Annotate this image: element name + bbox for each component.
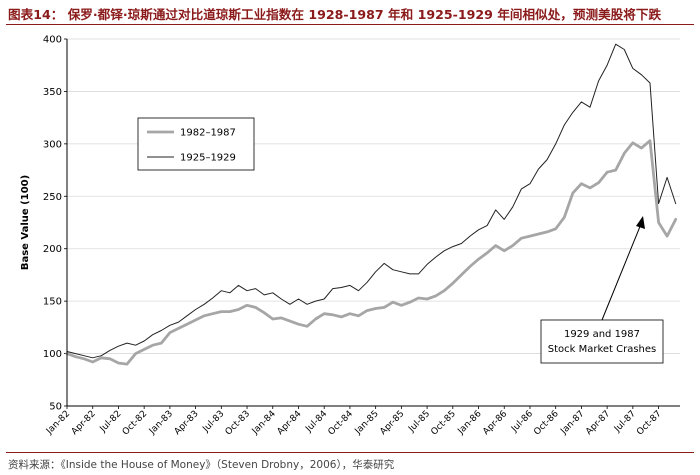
source-note: 资料来源：《Inside the House of Money》（Steven …	[8, 459, 395, 471]
legend-label-1925-1929: 1925–1929	[180, 153, 236, 164]
x-tick-label: Jul-85	[406, 409, 432, 435]
y-tick-label: 150	[43, 297, 62, 308]
legend-box	[137, 117, 255, 171]
annotation-box	[540, 319, 664, 364]
x-tick-label: Oct-82	[121, 409, 149, 437]
x-tick-label: Jan-84	[250, 409, 278, 437]
legend-label-1982-1987: 1982–1987	[180, 128, 236, 139]
y-gridlines	[67, 38, 680, 354]
y-tick-label: 50	[49, 402, 62, 413]
x-tick-label: Apr-83	[173, 409, 201, 437]
x-tick-label: Jul-86	[509, 409, 535, 435]
y-tick-label: 300	[43, 139, 62, 150]
x-tick-label: Jan-83	[147, 409, 175, 437]
x-tick-label: Apr-85	[378, 409, 406, 437]
x-tick-label: Jul-83	[201, 409, 227, 435]
legend: 1982–1987 1925–1929	[137, 117, 255, 171]
series-line-1925-1929	[66, 43, 677, 359]
x-tick-label: Jan-85	[353, 409, 381, 437]
x-tick-label: Oct-86	[532, 409, 561, 438]
annotation-arrowhead	[636, 216, 645, 229]
y-tick-label: 200	[43, 244, 62, 255]
chart-title: 图表14： 保罗·都铎·琼斯通过对比道琼斯工业指数在 1928-1987 年和 …	[8, 7, 662, 22]
annotation-line-2: Stock Market Crashes	[548, 344, 657, 355]
y-axis-ticks: 50 100 150 200 250 300 350 400	[43, 35, 67, 413]
title-divider	[6, 24, 694, 25]
x-tick-label: Jul-84	[303, 409, 329, 435]
x-tick-label: Apr-82	[70, 409, 98, 437]
x-tick-label: Jan-87	[559, 409, 587, 437]
x-tick-label: Oct-85	[429, 409, 457, 437]
x-tick-label: Oct-87	[635, 409, 663, 437]
crash-annotation: 1929 and 1987 Stock Market Crashes	[540, 216, 664, 364]
x-tick-label: Oct-83	[224, 409, 252, 437]
x-tick-label: Apr-84	[276, 409, 304, 437]
series-line-1982-1987	[65, 139, 678, 366]
y-tick-label: 250	[43, 192, 62, 203]
series-lines	[65, 43, 678, 366]
x-tick-label: Apr-87	[584, 409, 612, 437]
y-tick-label: 400	[43, 35, 62, 46]
x-tick-label: Jan-86	[456, 409, 484, 437]
x-tick-label: Oct-84	[327, 409, 356, 438]
y-tick-label: 350	[43, 87, 62, 98]
y-axis-label: Base Value (100)	[20, 175, 31, 270]
annotation-line-1: 1929 and 1987	[564, 329, 640, 340]
y-tick-label: 100	[43, 349, 62, 360]
annotation-arrow	[601, 223, 642, 321]
x-tick-label: Jul-87	[612, 409, 638, 435]
x-tick-label: Jan-82	[44, 409, 72, 437]
x-tick-label: Jul-82	[98, 409, 124, 435]
x-tick-label: Apr-86	[481, 409, 509, 437]
source-divider	[6, 452, 694, 453]
